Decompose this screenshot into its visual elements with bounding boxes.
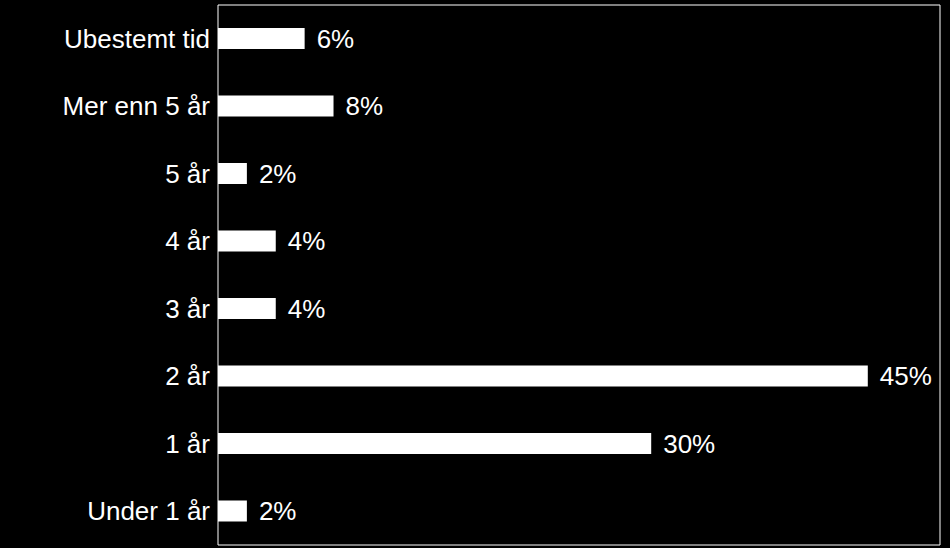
svg-text:2%: 2%: [259, 496, 297, 526]
svg-text:Mer enn 5 år: Mer enn 5 år: [63, 91, 211, 121]
svg-text:Under 1 år: Under 1 år: [87, 496, 210, 526]
svg-text:Ubestemt tid: Ubestemt tid: [64, 24, 210, 54]
svg-text:4 år: 4 år: [165, 226, 210, 256]
svg-text:2 år: 2 år: [165, 361, 210, 391]
svg-text:30%: 30%: [663, 429, 715, 459]
svg-text:3 år: 3 år: [165, 294, 210, 324]
svg-text:45%: 45%: [880, 361, 932, 391]
svg-text:6%: 6%: [317, 24, 355, 54]
svg-text:5 år: 5 år: [165, 159, 210, 189]
svg-text:4%: 4%: [288, 294, 326, 324]
svg-text:1 år: 1 år: [165, 429, 210, 459]
svg-text:4%: 4%: [288, 226, 326, 256]
svg-text:2%: 2%: [259, 159, 297, 189]
svg-text:8%: 8%: [346, 91, 384, 121]
